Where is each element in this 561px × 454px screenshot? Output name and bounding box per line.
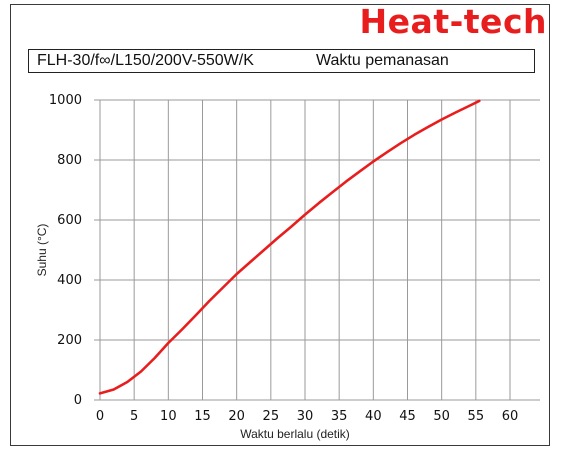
x-tick-label: 15 [194, 409, 211, 424]
series-layer [98, 99, 481, 395]
y-tick-label: 200 [57, 333, 82, 348]
chart-title-box: FLH-30/f∞/L150/200V-550W/K Waktu pemanas… [28, 49, 535, 73]
x-tick-label: 45 [399, 409, 416, 424]
y-tick-label: 1000 [49, 93, 82, 108]
x-tick-label: 50 [433, 409, 450, 424]
y-tick-label: 400 [57, 273, 82, 288]
x-tick-label: 10 [160, 409, 177, 424]
x-tick-label: 20 [228, 409, 245, 424]
chart-subtitle: Waktu pemanasan [316, 52, 449, 69]
y-tick-label: 0 [74, 393, 82, 408]
model-label: FLH-30/f∞/L150/200V-550W/K [37, 52, 254, 69]
tick-labels: 0 5 10 15 20 25 30 35 40 45 50 55 600200400600800100… [49, 93, 518, 424]
grid [94, 99, 540, 401]
x-tick-label: 60 [502, 409, 519, 424]
x-tick-label: 5 [130, 409, 138, 424]
y-tick-label: 600 [57, 213, 82, 228]
x-axis-label: Waktu berlalu (detik) [240, 427, 350, 441]
x-tick-label: 35 [331, 409, 348, 424]
x-tick-label: 0 [96, 409, 104, 424]
y-tick-label: 800 [57, 153, 82, 168]
series-line [98, 99, 481, 395]
x-tick-label: 30 [297, 409, 314, 424]
x-tick-label: 55 [468, 409, 485, 424]
x-tick-label: 25 [263, 409, 280, 424]
brand-logo: Heat-tech [359, 2, 547, 41]
y-axis-label: Suhu (°C) [35, 224, 49, 277]
x-tick-label: 40 [365, 409, 382, 424]
